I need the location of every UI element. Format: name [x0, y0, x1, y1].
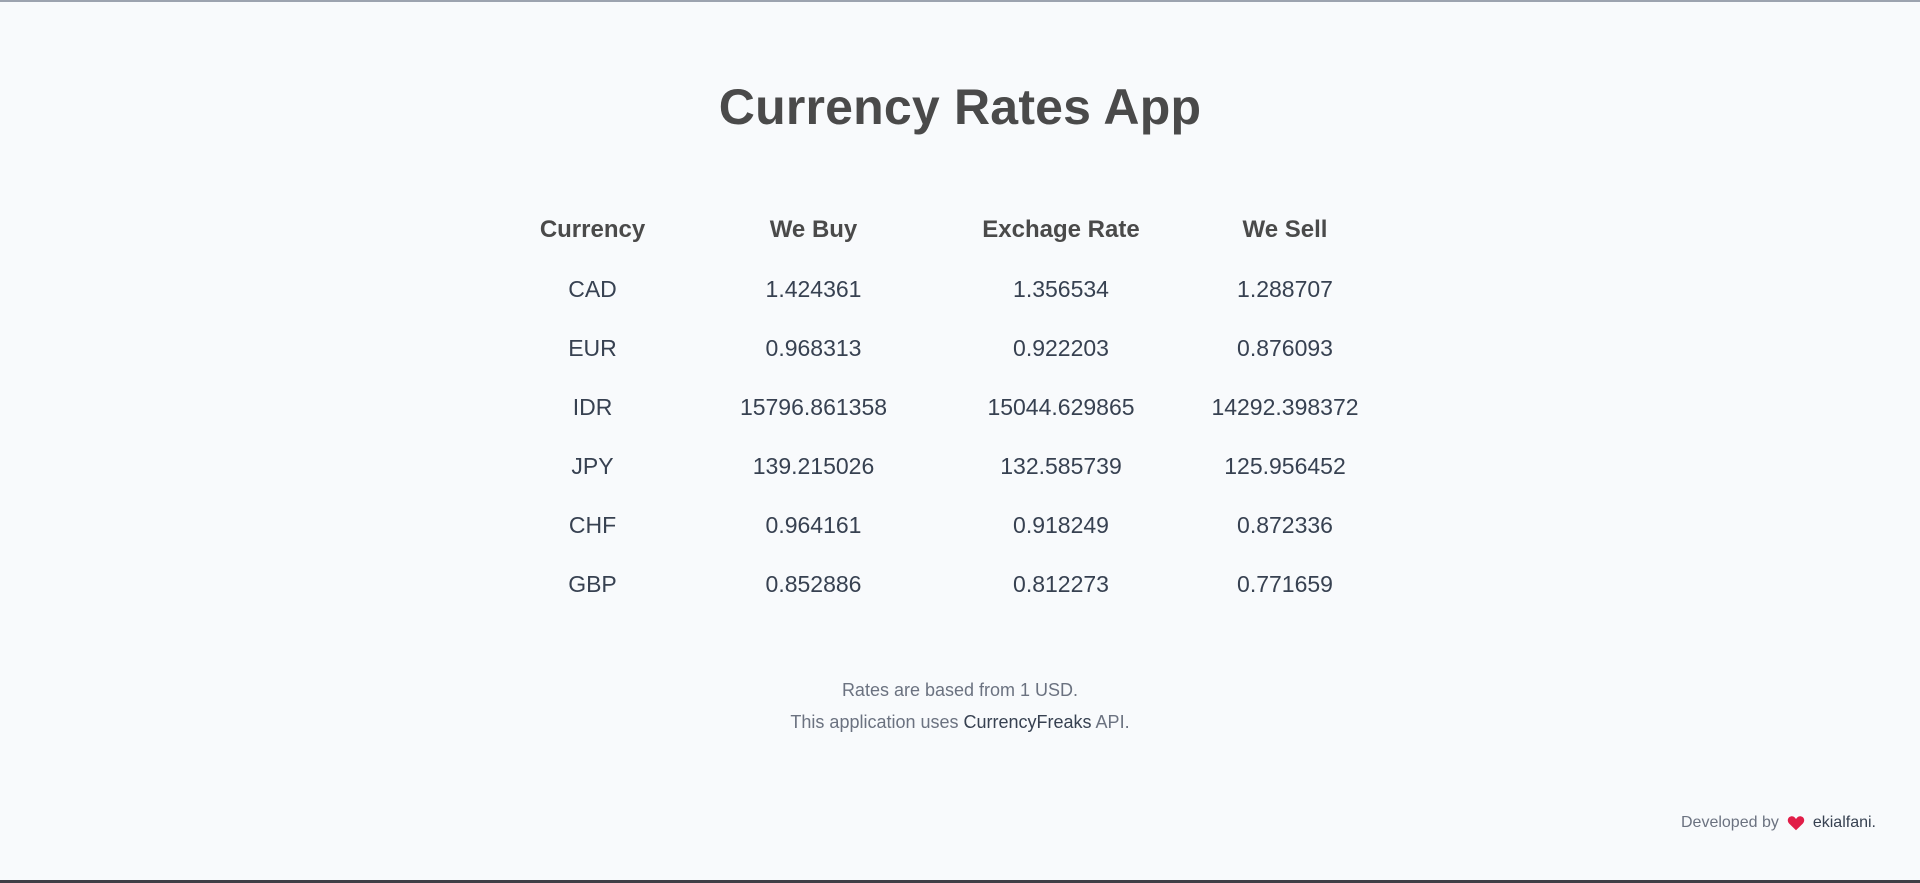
page-title: Currency Rates App: [718, 79, 1202, 135]
cell-we-sell: 1.288707: [1237, 276, 1333, 302]
window-top-border: [0, 0, 1920, 2]
api-attribution-note: This application uses CurrencyFreaks API…: [0, 712, 1920, 733]
cell-currency: IDR: [572, 394, 613, 420]
table-header-row: Currency We Buy Exchage Rate We Sell: [515, 200, 1405, 260]
cell-exchange-rate: 0.812273: [1013, 571, 1109, 597]
table-row: CHF 0.964161 0.918249 0.872336: [515, 496, 1405, 555]
cell-exchange-rate: 0.918249: [1013, 512, 1109, 538]
table-row: CAD 1.424361 1.356534 1.288707: [515, 260, 1405, 319]
header-exchange-rate: Exchage Rate: [982, 216, 1140, 243]
cell-exchange-rate: 1.356534: [1013, 276, 1109, 302]
window-bottom-border: [0, 880, 1920, 883]
cell-we-sell: 0.771659: [1237, 571, 1333, 597]
table-row: JPY 139.215026 132.585739 125.956452: [515, 437, 1405, 496]
cell-we-sell: 125.956452: [1224, 453, 1346, 479]
cell-exchange-rate: 132.585739: [1000, 453, 1122, 479]
currency-rates-table: Currency We Buy Exchage Rate We Sell CAD…: [515, 200, 1405, 614]
table-row: IDR 15796.861358 15044.629865 14292.3983…: [515, 378, 1405, 437]
cell-we-buy: 0.964161: [765, 512, 862, 538]
cell-we-sell: 0.876093: [1237, 335, 1333, 361]
cell-currency: CAD: [568, 276, 617, 302]
developer-credit: Developed by ekialfani.: [1681, 814, 1876, 832]
heart-icon: [1787, 815, 1805, 831]
rates-basis-note: Rates are based from 1 USD.: [841, 680, 1079, 700]
api-note-prefix: This application uses: [790, 712, 964, 732]
cell-we-buy: 0.852886: [765, 571, 862, 597]
header-we-sell: We Sell: [1242, 216, 1328, 243]
credit-prefix: Developed by: [1681, 814, 1779, 831]
cell-we-buy: 0.968313: [765, 335, 862, 361]
cell-we-buy: 1.424361: [765, 276, 862, 302]
currencyfreaks-link[interactable]: CurrencyFreaks: [963, 712, 1092, 732]
header-currency: Currency: [539, 216, 646, 243]
cell-exchange-rate: 0.922203: [1013, 335, 1109, 361]
cell-currency: CHF: [568, 512, 617, 538]
author-link[interactable]: ekialfani.: [1812, 814, 1876, 831]
table-row: EUR 0.968313 0.922203 0.876093: [515, 319, 1405, 378]
cell-currency: GBP: [568, 571, 617, 597]
header-we-buy: We Buy: [769, 216, 858, 243]
table-row: GBP 0.852886 0.812273 0.771659: [515, 555, 1405, 614]
cell-currency: EUR: [568, 335, 617, 361]
cell-we-buy: 15796.861358: [739, 394, 888, 420]
cell-we-sell: 14292.398372: [1211, 394, 1359, 420]
cell-we-buy: 139.215026: [752, 453, 875, 479]
cell-exchange-rate: 15044.629865: [987, 394, 1135, 420]
api-note-suffix: API.: [1091, 712, 1130, 732]
cell-we-sell: 0.872336: [1237, 512, 1333, 538]
cell-currency: JPY: [571, 453, 614, 479]
